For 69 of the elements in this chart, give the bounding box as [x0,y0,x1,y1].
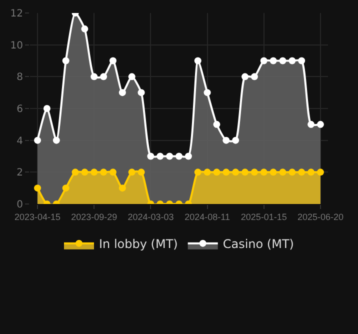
point [128,168,136,176]
x-tick-label: 2023-04-15 [14,212,61,222]
point [204,168,211,176]
point [250,73,258,80]
point [34,136,42,144]
point [176,152,182,160]
point [90,73,98,80]
point [147,152,154,160]
y-tick-label: 8 [16,72,23,84]
point [184,152,192,160]
point [260,168,268,176]
point [288,168,296,176]
point [52,136,60,144]
point [232,168,240,176]
point [118,89,126,96]
point [204,89,211,96]
point [138,89,145,96]
point [43,105,50,112]
point [81,25,88,32]
point [242,73,249,80]
point [81,168,88,176]
point [222,168,230,176]
point [109,57,116,64]
y-tick-label: 4 [16,136,23,147]
point [298,168,306,176]
point [156,152,164,160]
point [100,73,108,80]
point [316,120,324,128]
point [316,168,324,176]
point [109,168,116,176]
point [128,73,136,80]
point [288,57,296,64]
point [194,168,202,176]
x-tick-label: 2025-06-20 [297,212,344,222]
y-tick-label: 0 [16,200,23,210]
x-tick-label: 2023-09-29 [71,212,118,222]
point [222,136,230,144]
point [270,168,277,176]
point [62,184,70,192]
point [308,120,315,128]
point [308,168,315,176]
point [213,120,220,128]
y-tick-label: 12 [10,8,23,20]
point [232,136,240,144]
x-tick-label: 2024-03-03 [128,212,174,222]
point [100,168,108,176]
point [90,168,98,176]
point [279,168,286,176]
point [213,168,220,176]
x-tick-label: 2024-08-11 [184,212,230,222]
point [138,168,145,176]
y-tick-label: 6 [16,104,23,115]
point [118,184,126,192]
legend-label: In lobby (MT) [99,237,178,252]
point [72,168,79,176]
point [242,168,249,176]
point [62,57,70,64]
point [194,57,202,64]
point [260,57,268,64]
legend-label: Casino (MT) [222,237,294,252]
point [250,168,258,176]
y-tick-label: 2 [16,168,23,179]
point [298,57,306,64]
point [34,184,42,192]
point [270,57,277,64]
x-tick-label: 2025-01-15 [240,212,287,222]
y-tick-label: 10 [10,40,23,52]
point [279,57,286,64]
point [166,152,174,160]
